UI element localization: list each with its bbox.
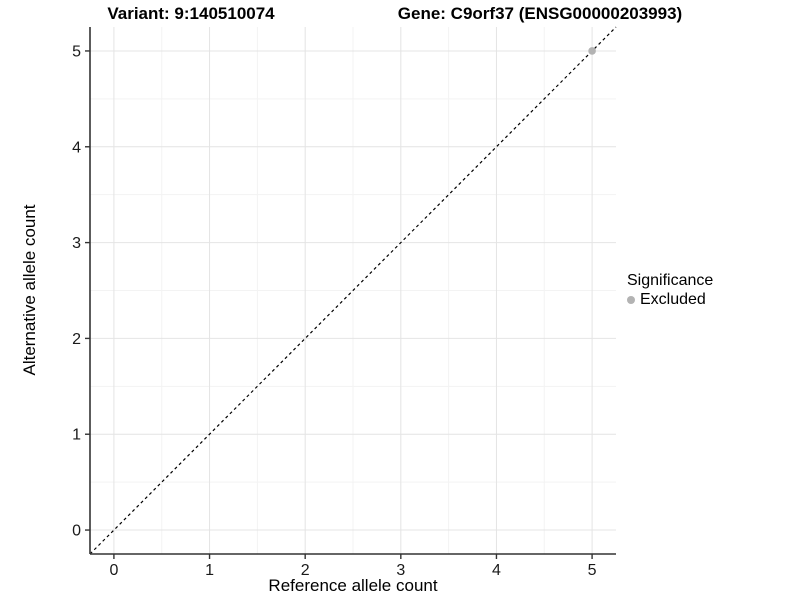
variant-title: Variant: 9:140510074 (107, 4, 275, 23)
svg-text:3: 3 (72, 235, 81, 252)
legend-title: Significance (627, 272, 714, 289)
grid-minor (90, 27, 616, 554)
svg-text:1: 1 (72, 427, 81, 444)
y-axis-title: Alternative allele count (20, 204, 39, 376)
identity-line (89, 26, 617, 555)
svg-text:1: 1 (205, 562, 214, 579)
svg-text:3: 3 (396, 562, 405, 579)
legend-item-excluded: Excluded (627, 291, 713, 309)
grid-major (90, 27, 616, 554)
data-points (588, 47, 596, 55)
legend: Significance Excluded (627, 271, 713, 309)
svg-text:4: 4 (492, 562, 501, 579)
svg-text:2: 2 (301, 562, 310, 579)
axis-ticks (85, 50, 593, 559)
x-axis-title: Reference allele count (268, 576, 438, 595)
tick-labels: 0 1 2 3 4 5 0 1 2 3 4 5 (72, 43, 597, 579)
legend-item-label: Excluded (640, 291, 706, 308)
svg-text:0: 0 (72, 523, 81, 540)
svg-text:4: 4 (72, 139, 81, 156)
svg-text:5: 5 (588, 562, 597, 579)
svg-text:5: 5 (72, 43, 81, 60)
axis-lines (89, 27, 616, 555)
svg-text:0: 0 (109, 562, 118, 579)
svg-text:2: 2 (72, 331, 81, 348)
gene-title: Gene: C9orf37 (ENSG00000203993) (397, 4, 683, 23)
excluded-point-icon (627, 296, 635, 304)
